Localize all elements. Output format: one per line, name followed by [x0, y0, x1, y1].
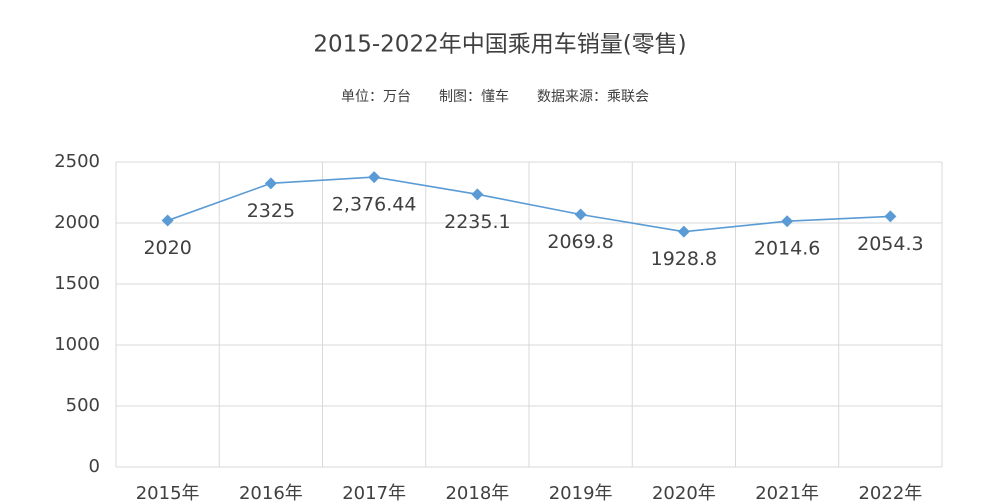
x-tick-label: 2022年 [858, 483, 922, 502]
x-tick-label: 2017年 [342, 483, 406, 502]
chart-title: 2015-2022年中国乘用车销量(零售) [313, 32, 686, 58]
x-tick-label: 2016年 [239, 483, 303, 502]
data-point [677, 225, 690, 238]
data-label: 2054.3 [857, 233, 923, 255]
data-label: 2020 [143, 237, 191, 259]
x-tick-label: 2020年 [652, 483, 716, 502]
series-line [167, 176, 891, 233]
data-point [781, 215, 794, 228]
data-point [574, 208, 587, 221]
x-tick-label: 2015年 [136, 483, 200, 502]
y-tick-label: 1000 [54, 334, 100, 355]
y-tick-label: 1500 [54, 273, 100, 294]
y-tick-label: 2000 [54, 212, 100, 233]
data-label: 2,376.44 [332, 194, 417, 216]
y-tick-label: 0 [89, 456, 100, 477]
data-point [884, 210, 897, 223]
data-label: 2069.8 [547, 231, 613, 253]
data-point [161, 214, 174, 227]
y-tick-label: 2500 [54, 151, 100, 172]
chart-subtitle: 单位：万台 制图：懂车 数据来源：乘联会 [341, 88, 649, 105]
data-label: 2235.1 [444, 211, 510, 233]
x-tick-label: 2021年 [755, 483, 819, 502]
data-label: 2325 [247, 200, 295, 222]
x-tick-label: 2019年 [549, 483, 613, 502]
data-point [471, 188, 484, 201]
data-label: 1928.8 [651, 248, 717, 270]
data-label: 2014.6 [754, 238, 820, 260]
data-point [264, 177, 277, 190]
y-tick-label: 500 [66, 395, 100, 416]
data-point [368, 171, 381, 184]
x-tick-label: 2018年 [445, 483, 509, 502]
